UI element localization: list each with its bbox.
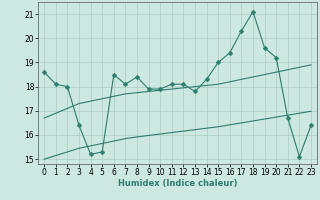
X-axis label: Humidex (Indice chaleur): Humidex (Indice chaleur): [118, 179, 237, 188]
